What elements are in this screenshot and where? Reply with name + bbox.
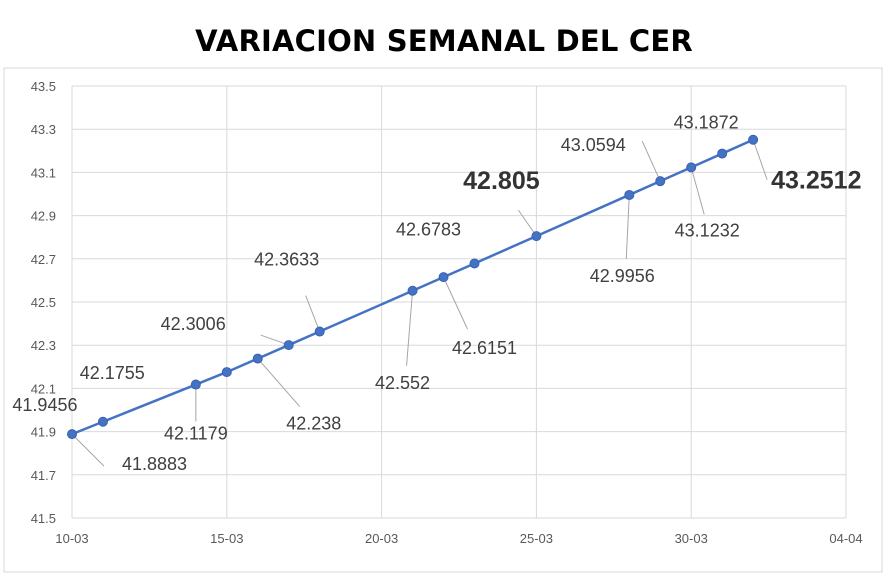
y-tick-label: 42.9: [31, 209, 56, 224]
data-label: 42.805: [463, 167, 540, 195]
data-label: 42.3633: [254, 250, 319, 270]
data-label-leader: [71, 433, 105, 467]
data-label-leader: [406, 290, 414, 366]
data-label: 43.0594: [561, 135, 626, 155]
data-point: [190, 379, 201, 390]
y-tick-label: 42.5: [31, 295, 56, 310]
chart-title: VARIACION SEMANAL DEL CER: [195, 24, 693, 58]
data-label: 42.552: [375, 373, 430, 393]
y-tick-label: 43.5: [31, 79, 56, 94]
x-tick-label: 20-03: [365, 531, 398, 546]
y-tick-label: 43.1: [31, 165, 56, 180]
data-label-leader: [305, 295, 321, 332]
data-point: [283, 340, 294, 351]
data-point: [67, 429, 77, 440]
data-label: 42.1179: [164, 424, 228, 444]
data-label: 43.2512: [771, 167, 861, 195]
data-label: 41.8883: [122, 454, 187, 474]
data-label-leader: [443, 276, 468, 330]
chart-area-border: [3, 67, 883, 573]
data-point: [407, 285, 418, 296]
data-point: [314, 326, 325, 337]
x-tick-label: 30-03: [675, 531, 708, 546]
y-tick-label: 42.7: [31, 252, 56, 267]
data-point: [624, 189, 635, 200]
series-line: [71, 138, 754, 436]
y-tick-label: 41.9: [31, 425, 56, 440]
y-tick-label: 41.7: [31, 468, 56, 483]
data-point: [221, 367, 232, 378]
x-tick-label: 15-03: [210, 531, 243, 546]
data-point: [531, 231, 542, 242]
y-tick-label: 43.3: [31, 122, 56, 137]
x-tick-label: 25-03: [520, 531, 553, 546]
x-tick-label: 10-03: [55, 531, 88, 546]
data-label-leader: [517, 209, 537, 237]
data-label: 43.1232: [675, 220, 740, 240]
data-label: 42.6783: [396, 219, 461, 239]
data-label-leader: [257, 358, 301, 407]
data-point: [748, 134, 759, 145]
data-point: [252, 353, 263, 364]
data-point: [655, 176, 666, 187]
y-tick-label: 42.3: [31, 338, 56, 353]
data-point: [686, 162, 697, 173]
x-tick-label: 04-04: [829, 531, 862, 546]
data-label: 42.1755: [80, 363, 145, 383]
data-point: [717, 148, 728, 159]
data-point: [469, 258, 480, 269]
data-label-leader: [641, 140, 661, 182]
data-label: 41.9456: [12, 395, 77, 415]
data-label: 42.9956: [590, 266, 655, 286]
data-label: 42.6151: [452, 338, 517, 358]
data-label: 43.1872: [674, 113, 739, 133]
data-point: [438, 272, 449, 283]
data-point: [97, 416, 108, 427]
data-label: 42.3006: [161, 314, 226, 334]
data-label-leader: [752, 139, 768, 180]
data-label: 42.238: [286, 414, 341, 434]
y-tick-label: 41.5: [31, 511, 56, 526]
data-label-leader: [625, 194, 630, 259]
data-label-leader: [690, 167, 705, 215]
y-tick-label: 42.1: [31, 381, 56, 396]
